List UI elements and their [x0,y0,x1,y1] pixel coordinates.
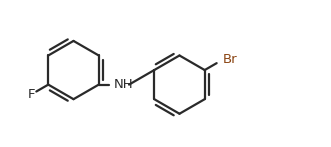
Text: NH: NH [114,78,134,91]
Text: F: F [28,88,35,101]
Text: Br: Br [223,53,237,66]
